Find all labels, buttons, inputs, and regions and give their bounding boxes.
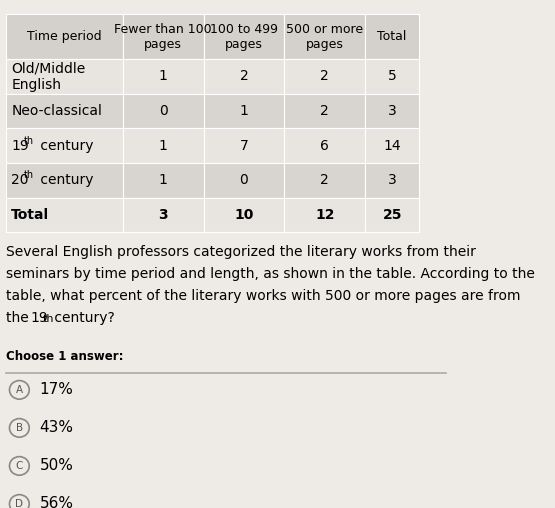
Bar (365, 198, 419, 232)
Text: 43%: 43% (39, 421, 74, 435)
Text: Time period: Time period (27, 30, 102, 43)
Text: 50%: 50% (39, 458, 73, 473)
Bar (204, 163, 284, 198)
Text: 2: 2 (320, 70, 329, 83)
Text: 2: 2 (240, 70, 248, 83)
Bar (284, 198, 365, 232)
Text: Choose 1 answer:: Choose 1 answer: (6, 350, 123, 363)
Bar (204, 129, 284, 163)
Text: 500 or more
pages: 500 or more pages (286, 22, 364, 51)
Text: table, what percent of the literary works with 500 or more pages are from: table, what percent of the literary work… (6, 289, 521, 303)
Text: 10: 10 (234, 208, 254, 222)
Bar (284, 163, 365, 198)
Text: Total: Total (377, 30, 407, 43)
Text: Several English professors categorized the literary works from their: Several English professors categorized t… (6, 245, 476, 259)
Text: 20: 20 (11, 173, 29, 187)
Text: century: century (36, 139, 93, 153)
Bar (284, 129, 365, 163)
Text: 25: 25 (382, 208, 402, 222)
Text: 7: 7 (240, 139, 248, 153)
Text: 5: 5 (388, 70, 396, 83)
Text: the: the (6, 311, 33, 325)
Text: 14: 14 (384, 139, 401, 153)
Text: 3: 3 (388, 104, 396, 118)
Text: century: century (36, 173, 93, 187)
Text: B: B (16, 423, 23, 433)
Bar (6, 94, 123, 129)
Text: 6: 6 (320, 139, 329, 153)
Bar (365, 163, 419, 198)
Bar (123, 163, 204, 198)
Bar (123, 129, 204, 163)
Text: 12: 12 (315, 208, 335, 222)
Bar (204, 59, 284, 94)
Text: 1: 1 (159, 139, 168, 153)
Bar (365, 129, 419, 163)
Bar (365, 94, 419, 129)
Bar (204, 14, 284, 59)
Text: 0: 0 (240, 173, 248, 187)
Text: 56%: 56% (39, 496, 74, 508)
Text: 3: 3 (158, 208, 168, 222)
Bar (365, 59, 419, 94)
Bar (6, 14, 123, 59)
Text: Fewer than 100
pages: Fewer than 100 pages (114, 22, 212, 51)
Text: 1: 1 (159, 173, 168, 187)
Text: th: th (24, 136, 34, 146)
Text: th: th (43, 314, 54, 324)
Bar (6, 129, 123, 163)
Bar (123, 59, 204, 94)
Bar (6, 163, 123, 198)
Text: 1: 1 (159, 70, 168, 83)
Bar (365, 14, 419, 59)
Bar (123, 198, 204, 232)
Text: th: th (24, 170, 34, 180)
Text: 19: 19 (11, 139, 29, 153)
Text: 17%: 17% (39, 383, 73, 397)
Text: Total: Total (11, 208, 49, 222)
Bar (204, 198, 284, 232)
Text: seminars by time period and length, as shown in the table. According to the: seminars by time period and length, as s… (6, 267, 535, 281)
Bar (284, 94, 365, 129)
Text: 19: 19 (30, 311, 48, 325)
Text: 3: 3 (388, 173, 396, 187)
Text: Old/Middle
English: Old/Middle English (11, 61, 85, 91)
Bar (284, 59, 365, 94)
Text: century?: century? (50, 311, 115, 325)
Bar (123, 94, 204, 129)
Text: D: D (16, 499, 23, 508)
Bar (6, 59, 123, 94)
Text: 2: 2 (320, 104, 329, 118)
Text: 1: 1 (240, 104, 249, 118)
Text: 100 to 499
pages: 100 to 499 pages (210, 22, 278, 51)
Bar (6, 198, 123, 232)
Text: 2: 2 (320, 173, 329, 187)
Text: C: C (16, 461, 23, 471)
Bar (284, 14, 365, 59)
Text: Neo-classical: Neo-classical (11, 104, 102, 118)
Bar (123, 14, 204, 59)
Text: A: A (16, 385, 23, 395)
Text: 0: 0 (159, 104, 168, 118)
Bar (204, 94, 284, 129)
